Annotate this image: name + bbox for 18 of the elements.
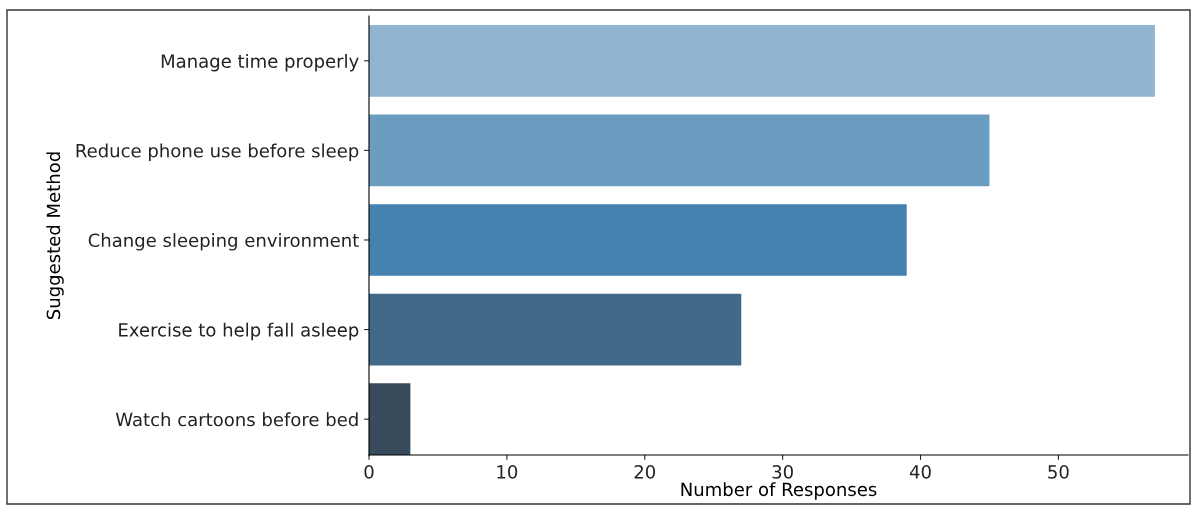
bar [369,24,1155,97]
x-tick-label: 10 [497,465,518,479]
x-axis-title: Number of Responses [681,482,877,500]
y-tick-label: Watch cartoons before bed [115,412,358,427]
x-tick-label: 50 [1048,465,1069,479]
x-tick-label: 40 [909,465,931,479]
bar [369,293,742,366]
x-tick-label: 30 [772,465,793,479]
y-axis-title: Suggested Method [46,152,64,320]
bar [369,204,907,276]
y-tick-label: Change sleeping environment [88,233,359,251]
bar [369,383,411,455]
y-tick-label: Reduce phone use before sleep [76,143,359,161]
x-tick-label: 0 [364,465,374,479]
bar [369,114,990,187]
y-tick-label: Manage time properly [161,53,359,72]
y-tick-label: Exercise to help fall asleep [119,322,359,341]
x-tick-label: 20 [634,465,656,479]
